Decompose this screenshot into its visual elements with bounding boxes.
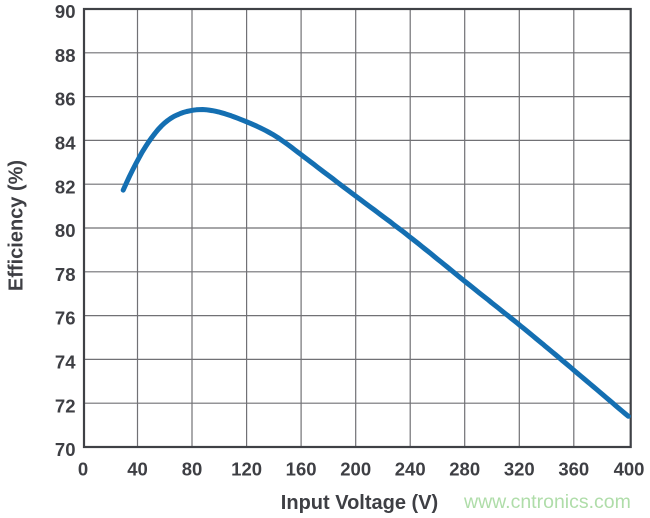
- svg-text:40: 40: [127, 459, 148, 480]
- svg-text:Input Voltage (V): Input Voltage (V): [281, 492, 438, 514]
- svg-text:72: 72: [55, 395, 76, 416]
- svg-text:70: 70: [55, 439, 76, 460]
- svg-text:240: 240: [395, 459, 426, 480]
- svg-text:78: 78: [55, 264, 76, 285]
- svg-text:Efficiency (%): Efficiency (%): [6, 160, 28, 291]
- svg-text:120: 120: [231, 459, 262, 480]
- svg-text:82: 82: [55, 176, 76, 197]
- svg-text:320: 320: [504, 459, 535, 480]
- svg-text:80: 80: [55, 220, 76, 241]
- svg-text:280: 280: [449, 459, 480, 480]
- svg-text:200: 200: [340, 459, 371, 480]
- svg-text:90: 90: [55, 1, 76, 22]
- svg-text:88: 88: [55, 45, 76, 66]
- svg-text:360: 360: [558, 459, 589, 480]
- svg-text:www.cntronics.com: www.cntronics.com: [463, 491, 631, 513]
- svg-text:400: 400: [614, 459, 645, 480]
- svg-text:86: 86: [55, 89, 76, 110]
- svg-text:74: 74: [55, 352, 76, 373]
- svg-text:76: 76: [55, 308, 76, 329]
- svg-text:0: 0: [78, 459, 88, 480]
- svg-text:160: 160: [286, 459, 317, 480]
- svg-text:80: 80: [182, 459, 203, 480]
- svg-text:84: 84: [55, 133, 76, 154]
